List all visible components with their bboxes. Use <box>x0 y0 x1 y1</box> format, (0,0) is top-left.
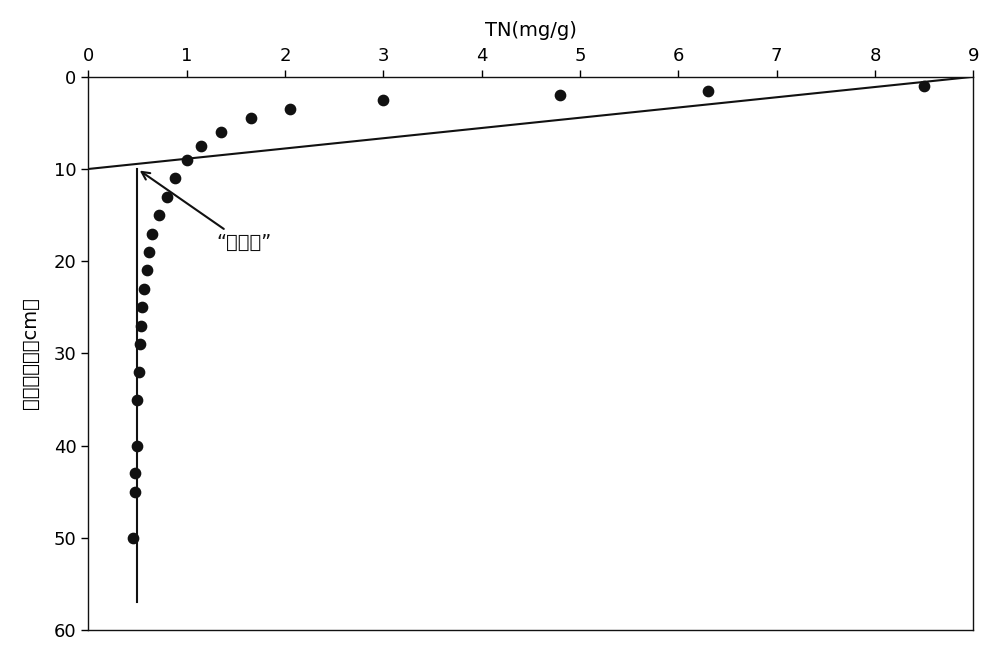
Point <box>133 320 149 331</box>
Point <box>151 210 167 220</box>
Point <box>131 367 147 377</box>
Point <box>167 173 183 183</box>
Y-axis label: 沉积物深度（cm）: 沉积物深度（cm） <box>21 297 40 409</box>
Point <box>179 154 195 165</box>
Point <box>916 81 932 91</box>
Point <box>144 228 160 239</box>
Point <box>552 90 568 101</box>
Point <box>129 440 145 451</box>
Point <box>127 468 143 479</box>
X-axis label: TN(mg/g): TN(mg/g) <box>485 21 577 40</box>
Point <box>132 339 148 350</box>
Point <box>213 127 229 138</box>
Point <box>159 191 175 202</box>
Point <box>141 247 157 258</box>
Point <box>139 265 155 276</box>
Point <box>125 533 141 544</box>
Point <box>127 487 143 497</box>
Point <box>129 395 145 405</box>
Text: “突变点”: “突变点” <box>142 172 271 252</box>
Point <box>375 95 391 105</box>
Point <box>136 283 152 294</box>
Point <box>134 302 150 312</box>
Point <box>700 85 716 96</box>
Point <box>243 113 259 124</box>
Point <box>193 140 209 151</box>
Point <box>282 104 298 115</box>
